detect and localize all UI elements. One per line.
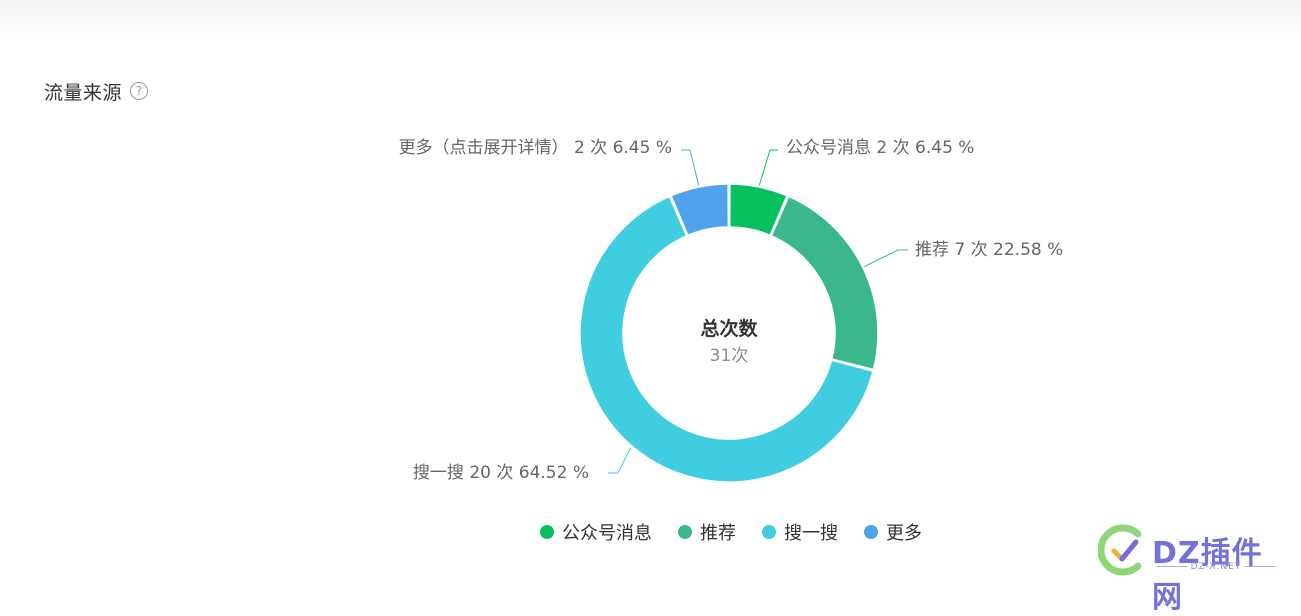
watermark-subtext: DZ-X.NET bbox=[1152, 562, 1280, 572]
legend-item-3[interactable]: 搜一搜 bbox=[762, 519, 838, 545]
chart-legend: 公众号消息 推荐 搜一搜 更多 bbox=[540, 519, 922, 545]
section-header: 流量来源 ? bbox=[44, 78, 149, 104]
legend-item-4[interactable]: 更多 bbox=[864, 519, 922, 545]
slice-4[interactable] bbox=[670, 183, 730, 237]
leader-line-4 bbox=[681, 149, 700, 186]
slice-label-1: 公众号消息 2 次 6.45 % bbox=[786, 138, 974, 158]
watermark: DZ插件网 DZ-X.NET bbox=[1097, 520, 1288, 615]
slice-3[interactable] bbox=[579, 195, 874, 483]
slice-2[interactable] bbox=[770, 195, 879, 371]
top-shadow bbox=[0, 0, 1301, 38]
legend-label: 更多 bbox=[886, 523, 922, 544]
legend-item-2[interactable]: 推荐 bbox=[678, 519, 736, 545]
legend-label: 公众号消息 bbox=[562, 523, 652, 544]
dz-logo-icon bbox=[1097, 524, 1142, 576]
watermark-text: DZ插件网 bbox=[1152, 536, 1263, 615]
legend-label: 推荐 bbox=[700, 523, 736, 544]
legend-dot bbox=[762, 525, 776, 539]
slice-labels-group: 公众号消息 2 次 6.45 % 推荐 7 次 22.58 % 搜一搜 20 次 6… bbox=[399, 138, 1064, 483]
leader-line-2 bbox=[864, 249, 908, 267]
slices-group bbox=[579, 183, 879, 483]
donut-chart: 公众号消息 2 次 6.45 % 推荐 7 次 22.58 % 搜一搜 20 次 6… bbox=[399, 138, 1064, 483]
slice-label-4[interactable]: 更多（点击展开详情） 2 次 6.45 % bbox=[399, 138, 672, 158]
legend-label: 搜一搜 bbox=[784, 523, 838, 544]
leader-line-3 bbox=[608, 447, 632, 474]
center-value: 31次 bbox=[710, 346, 749, 366]
center-title: 总次数 bbox=[700, 317, 758, 340]
question-circle-icon[interactable]: ? bbox=[130, 82, 149, 100]
legend-dot bbox=[864, 525, 878, 539]
slice-1[interactable] bbox=[728, 183, 788, 237]
legend-item-1[interactable]: 公众号消息 bbox=[540, 519, 652, 545]
legend-dot bbox=[678, 525, 692, 539]
slice-label-2: 推荐 7 次 22.58 % bbox=[915, 240, 1063, 260]
leader-line-1 bbox=[758, 149, 778, 186]
legend-dot bbox=[540, 525, 554, 539]
slice-label-3: 搜一搜 20 次 64.52 % bbox=[413, 463, 589, 483]
leader-lines-group bbox=[608, 149, 908, 474]
section-title: 流量来源 bbox=[44, 81, 123, 104]
